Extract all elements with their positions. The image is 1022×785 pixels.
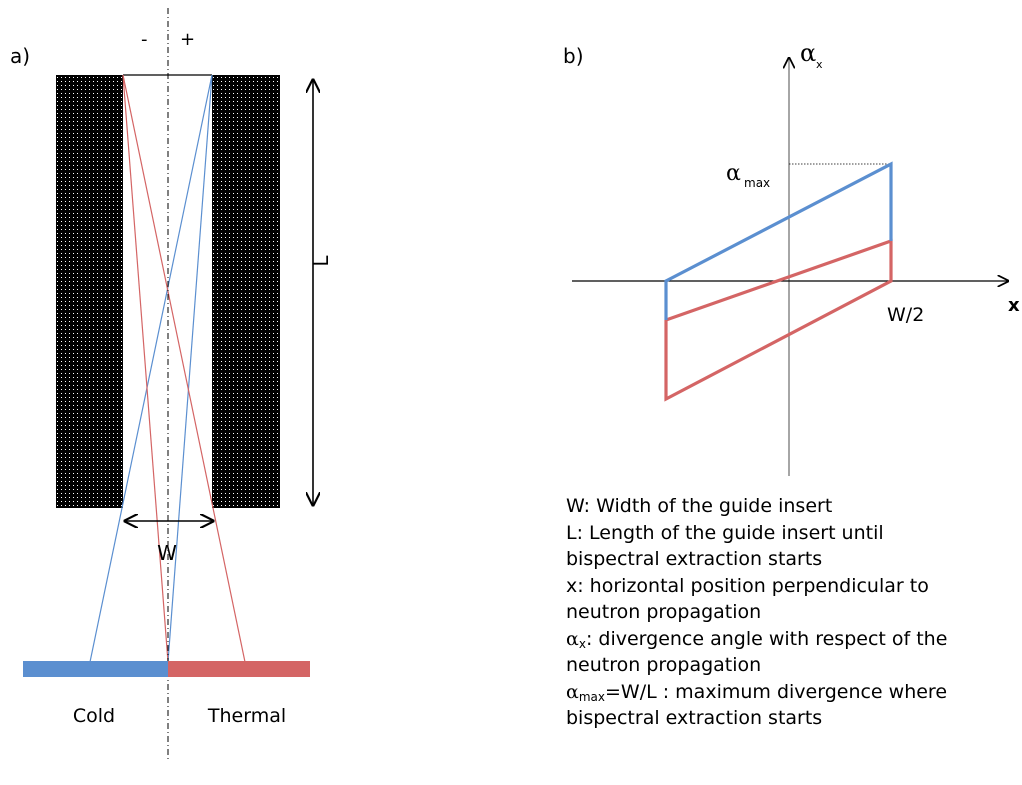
panel-a-label: a) (10, 44, 30, 68)
width-label: W (157, 541, 177, 565)
cold-acceptance-shape (664, 161, 893, 320)
alpha-x-definition-line-2: neutron propagation (566, 654, 762, 676)
thermal-acceptance-shape (664, 238, 893, 402)
y-axis-symbol: α (800, 39, 816, 67)
definitions-legend: W: Width of the guide insert L: Length o… (566, 493, 1016, 732)
thermal-ray-2 (122, 74, 246, 663)
plus-sign: + (180, 29, 195, 50)
l-definition-line-1: L: Length of the guide insert until (566, 521, 884, 544)
guide-wall-right (212, 75, 280, 508)
panel-b-label: b) (563, 44, 584, 68)
alpha-max-text: =W/L : maximum divergence where (605, 680, 948, 703)
alpha-x-text: : divergence angle with respect of the (585, 627, 948, 650)
y-axis-subscript: x (816, 58, 823, 71)
x-axis-label: x (1008, 295, 1020, 316)
alpha-max-definition-line-2: bispectral extraction starts (566, 707, 823, 729)
l-definition-line-2: bispectral extraction starts (566, 548, 823, 570)
panel-a: a) - + L W Cold Thermal (10, 8, 333, 760)
alpha-x-subscript: x (578, 636, 586, 651)
w-definition: W: Width of the guide insert (566, 495, 833, 517)
cold-label: Cold (73, 705, 115, 727)
x-definition-line-1: x: horizontal position perpendicular to (566, 574, 929, 597)
alpha-max-def-subscript: max (578, 689, 605, 704)
alpha-max-symbol: α (726, 161, 741, 186)
alpha-x-definition-line-1: αx: divergence angle with respect of the (566, 626, 1016, 653)
alpha-max-def-symbol: α (566, 680, 579, 703)
panel-b: b) α x x α max W/2 (563, 39, 1020, 476)
thermal-label: Thermal (207, 705, 286, 727)
cold-ray-2 (89, 74, 213, 663)
guide-wall-left (56, 75, 123, 508)
alpha-x-symbol: α (566, 627, 579, 650)
cold-detector-bar (23, 661, 168, 677)
thermal-detector-bar (168, 661, 310, 677)
cold-ray-1 (167, 74, 213, 663)
w2-label: W/2 (887, 304, 924, 326)
x-definition-line-2: neutron propagation (566, 601, 762, 623)
alpha-max-subscript: max (744, 176, 770, 190)
thermal-ray-1 (122, 74, 169, 663)
alpha-max-definition-line-1: αmax=W/L : maximum divergence where (566, 679, 1016, 706)
minus-sign: - (141, 29, 148, 50)
length-label: L (309, 255, 333, 267)
